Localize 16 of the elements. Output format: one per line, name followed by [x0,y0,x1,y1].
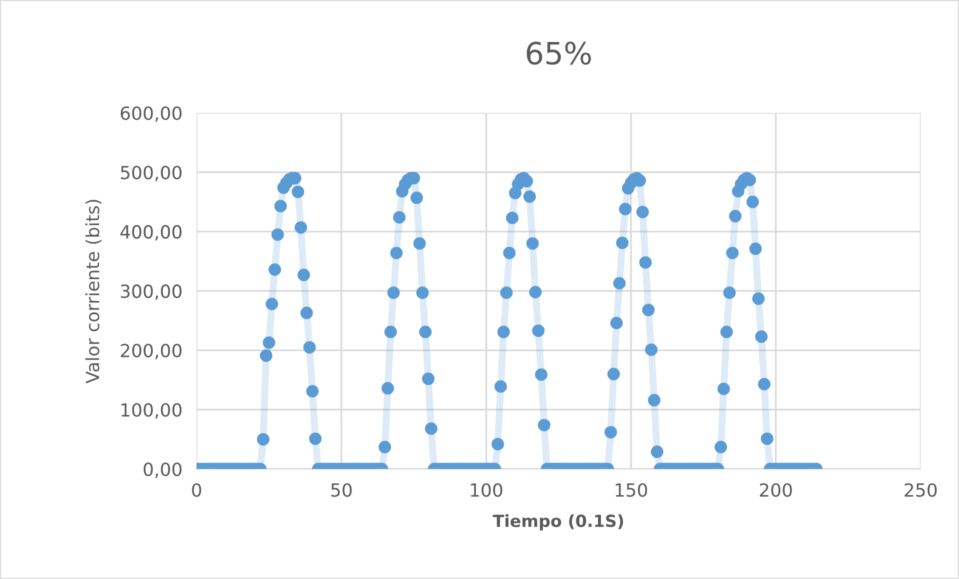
y-tick-label: 100,00 [122,403,182,419]
y-tick-label: 600,00 [120,106,182,122]
y-tick-label: 200,00 [120,344,182,360]
x-tick-label: 0 [192,483,202,497]
x-tick-label: 200 [760,483,792,497]
x-tick-label: 250 [904,483,937,497]
x-tick-label: 100 [470,483,502,497]
x-tick-label: 150 [616,483,648,497]
y-tick-label: 400,00 [120,225,182,241]
chart-title: 65% [526,42,591,65]
x-axis-title: Tiempo (0.1S) [492,514,624,530]
y-axis-title: Valor corriente (bits) [85,200,102,384]
y-tick-label: 300,00 [120,284,182,300]
x-tick-label: 50 [331,483,352,497]
y-tick-label: 500,00 [120,166,182,182]
y-tick-label: 0,00 [144,462,182,478]
